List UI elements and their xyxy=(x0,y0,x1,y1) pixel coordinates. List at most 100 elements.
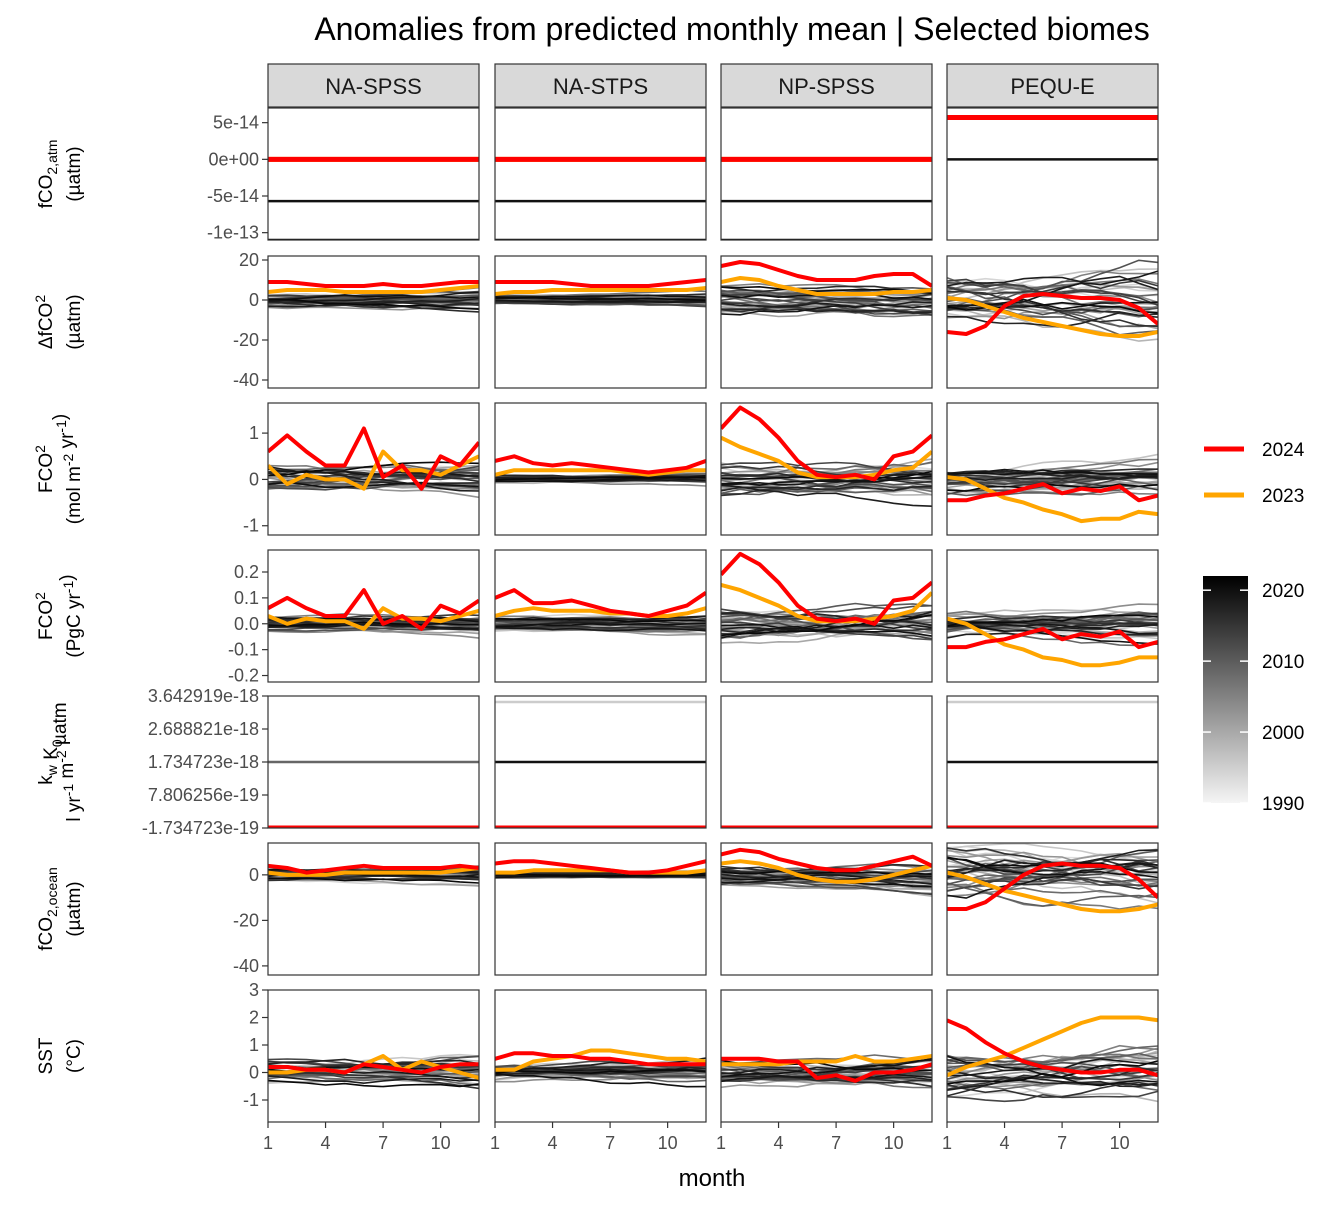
panel-sst-na-stps: 1 4 7 10 xyxy=(490,989,707,1153)
year-line xyxy=(495,1073,706,1088)
year-line xyxy=(721,301,932,308)
x-tick-label: 10 xyxy=(431,1133,451,1153)
facet-label: NA-SPSS xyxy=(325,74,422,99)
series-2024-line xyxy=(721,405,932,482)
y-tick-label: -0.2 xyxy=(228,666,259,686)
panel-fco2atm-np-spss xyxy=(720,107,933,241)
series-2024-line xyxy=(495,454,706,475)
year-line xyxy=(947,1058,1158,1080)
y-axis-fco2pg: 0.2 0.1 0.0 -0.1 -0.2 xyxy=(228,562,268,686)
year-line xyxy=(947,862,1158,899)
series-2023-line xyxy=(947,1015,1158,1078)
panel-kwk0-np-spss xyxy=(720,695,933,829)
year-line xyxy=(721,475,932,487)
series-2024-line xyxy=(268,863,479,875)
panel-fco2atm-na-stps xyxy=(494,107,707,241)
panel-fco2atm-na-spss xyxy=(267,107,480,241)
row-label-fco2flux: FCO2(mol m-2 yr-1) xyxy=(32,414,85,524)
y-axis-sst: 3 2 1 0 -1 xyxy=(243,980,268,1110)
year-line xyxy=(947,619,1158,635)
panel-lines xyxy=(495,454,706,487)
facet-strip-na-spss: NA-SPSS xyxy=(267,63,480,108)
facet-strip-bg xyxy=(946,63,1159,108)
year-line xyxy=(495,299,706,304)
row-label-fco2pg: FCO2 (PgC yr-1) xyxy=(32,574,85,657)
series-2023-line xyxy=(268,606,479,631)
y-tick-label: 0 xyxy=(249,469,259,489)
year-line xyxy=(721,629,932,645)
year-line xyxy=(268,875,479,881)
row-label-line: (µatm) xyxy=(64,881,85,936)
panel-fco2ocean-np-spss xyxy=(720,842,933,976)
year-line xyxy=(268,878,479,886)
y-tick-label: 3 xyxy=(249,980,259,1000)
series-2024-line xyxy=(495,859,706,875)
year-line xyxy=(721,465,932,477)
y-tick-label: -5e-14 xyxy=(207,186,259,206)
x-tick-label: 10 xyxy=(1110,1133,1130,1153)
facet-strip-bg xyxy=(267,63,480,108)
panel-kwk0-na-stps xyxy=(494,695,707,829)
y-tick-label: -0.1 xyxy=(228,640,259,660)
series-2024-line xyxy=(268,426,479,491)
year-line xyxy=(947,275,1158,291)
panel-kwk0-na-spss xyxy=(267,695,480,829)
year-line xyxy=(268,294,479,301)
panel-lines xyxy=(268,588,479,639)
year-line xyxy=(947,885,1158,899)
year-line xyxy=(495,474,706,479)
y-axis-fco2flux: 1 0 -1 xyxy=(243,423,268,536)
year-line xyxy=(721,1064,932,1083)
legend-label: 2023 xyxy=(1262,486,1304,507)
series-2024-line xyxy=(268,1062,479,1075)
series-2023-line xyxy=(947,475,1158,524)
x-tick-label: 4 xyxy=(321,1133,331,1153)
panel-lines xyxy=(495,588,706,637)
year-line xyxy=(947,474,1158,482)
panel-border xyxy=(946,107,1159,241)
colorbar-label: 2000 xyxy=(1262,723,1304,744)
y-tick-label: -20 xyxy=(233,910,259,930)
panel-lines xyxy=(721,1054,932,1089)
y-tick-label: -40 xyxy=(233,370,259,390)
y-tick-label: 0 xyxy=(249,290,259,310)
panel-border xyxy=(494,107,707,241)
y-tick-label: 7.806256e-19 xyxy=(148,785,259,805)
panel-sst-pequ-e: 1 4 7 10 xyxy=(942,989,1159,1153)
year-line xyxy=(947,1067,1158,1097)
year-line xyxy=(947,259,1158,312)
x-tick-label: 4 xyxy=(774,1133,784,1153)
series-2023-line xyxy=(721,859,932,884)
year-line xyxy=(268,621,479,627)
year-line xyxy=(947,1060,1158,1085)
row-label-line: SST xyxy=(36,1037,57,1074)
row-label-line: fCO2,ocean xyxy=(36,867,60,951)
year-line xyxy=(268,472,479,488)
series-2023-line xyxy=(495,606,706,618)
panel-lines xyxy=(947,115,1158,161)
x-axis-title: month xyxy=(679,1165,746,1192)
y-tick-label: 0.1 xyxy=(234,588,259,608)
year-line xyxy=(721,485,932,492)
panel-border xyxy=(267,989,480,1123)
y-tick-label: 2 xyxy=(249,1008,259,1028)
panel-border xyxy=(720,255,933,389)
panel-fco2pg-np-spss xyxy=(720,549,933,683)
year-line xyxy=(721,874,932,884)
year-line xyxy=(495,296,706,301)
row-label-line: FCO2 xyxy=(32,592,57,640)
y-tick-label: 1.734723e-18 xyxy=(148,752,259,772)
panel-lines xyxy=(495,1048,706,1088)
year-line xyxy=(495,626,706,632)
panel-border xyxy=(494,842,707,976)
panel-lines xyxy=(268,156,479,240)
y-tick-label: 1 xyxy=(249,423,259,443)
panel-lines xyxy=(495,859,706,880)
series-2023-line xyxy=(268,449,479,491)
series-2023-line xyxy=(947,296,1158,338)
panel-lines xyxy=(721,847,932,897)
panel-fco2pg-na-spss xyxy=(267,549,480,683)
panel-border xyxy=(946,402,1159,536)
panel-border xyxy=(267,549,480,683)
facet-strip-na-stps: NA-STPS xyxy=(494,63,707,108)
